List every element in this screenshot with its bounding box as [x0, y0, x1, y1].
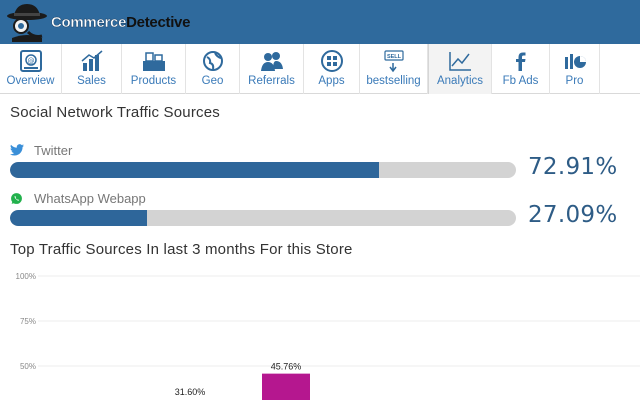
source-percent: 27.09% [528, 202, 618, 228]
tab-geo[interactable]: Geo [186, 44, 240, 94]
tab-label: Referrals [248, 75, 295, 87]
products-icon [141, 49, 167, 73]
y-tick-label: 100% [16, 272, 36, 281]
source-name: WhatsApp Webapp [34, 190, 146, 206]
analytics-icon [447, 49, 473, 73]
traffic-source-whatsapp: WhatsApp Webapp 27.09% [10, 190, 638, 228]
top-sources-chart: 100% 75% 50% 31.60% 45.76% [0, 262, 640, 400]
facebook-icon [508, 49, 534, 73]
bar-value-label: 45.76% [271, 362, 302, 372]
tab-label: bestselling [366, 75, 421, 87]
tab-label: Apps [318, 75, 345, 87]
tab-fb-ads[interactable]: Fb Ads [492, 44, 550, 94]
progress-bar-track [10, 162, 516, 178]
tab-analytics[interactable]: Analytics [428, 44, 492, 94]
app-logo[interactable]: CommerceDetective [4, 2, 190, 42]
progress-bar-fill [10, 162, 379, 178]
chart-bar[interactable] [262, 373, 310, 400]
apps-icon [319, 49, 345, 73]
tab-label: Analytics [436, 75, 484, 87]
pro-icon [562, 49, 588, 73]
top-sources-title: Top Traffic Sources In last 3 months For… [10, 241, 353, 258]
referrals-icon [259, 49, 285, 73]
sell-tag-icon: SELL [381, 49, 407, 73]
y-tick-label: 75% [20, 317, 36, 326]
svg-text:@: @ [27, 57, 34, 65]
tab-label: Geo [201, 75, 224, 87]
globe-icon [200, 49, 226, 73]
detective-logo-icon [4, 2, 50, 42]
svg-text:SELL: SELL [386, 54, 401, 60]
app-name-part1: Commerce [51, 13, 127, 31]
source-label: Twitter [10, 142, 638, 158]
twitter-icon [10, 143, 26, 157]
tab-label: Pro [565, 75, 584, 87]
bar-value-label: 31.60% [175, 387, 206, 397]
y-tick-label: 50% [20, 362, 36, 371]
source-label: WhatsApp Webapp [10, 190, 638, 206]
tab-label: Fb Ads [502, 75, 539, 87]
tab-overview[interactable]: @ Overview [0, 44, 62, 94]
traffic-source-twitter: Twitter 72.91% [10, 142, 638, 180]
tab-sales[interactable]: Sales [62, 44, 122, 94]
whatsapp-icon [10, 191, 26, 205]
app-header: CommerceDetective [0, 0, 640, 44]
sales-chart-icon [79, 49, 105, 73]
source-percent: 72.91% [528, 154, 618, 180]
tab-referrals[interactable]: Referrals [240, 44, 304, 94]
tab-products[interactable]: Products [122, 44, 186, 94]
social-traffic-title: Social Network Traffic Sources [10, 104, 220, 121]
nav-tabs: @ Overview Sales Products Geo Referrals … [0, 44, 640, 94]
tab-label: Overview [6, 75, 55, 87]
tab-pro[interactable]: Pro [550, 44, 600, 94]
tab-apps[interactable]: Apps [304, 44, 360, 94]
chart-canvas: 100% 75% 50% 31.60% 45.76% [16, 272, 640, 400]
progress-bar-fill [10, 210, 148, 226]
tab-bestselling[interactable]: SELL bestselling [360, 44, 428, 94]
tab-label: Products [130, 75, 177, 87]
app-name-part2: Detective [126, 13, 191, 31]
source-name: Twitter [34, 142, 73, 158]
app-name: CommerceDetective [51, 13, 191, 31]
overview-icon: @ [18, 49, 44, 73]
progress-bar-track [10, 210, 516, 226]
tab-label: Sales [77, 75, 106, 87]
